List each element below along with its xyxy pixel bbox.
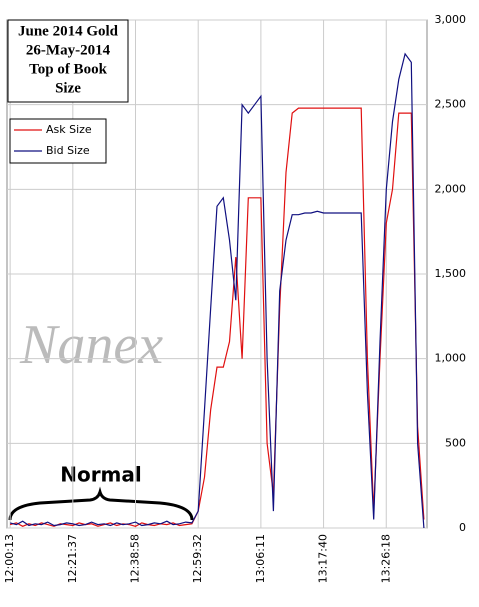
y-tick-label: 3,000 — [435, 13, 467, 26]
x-tick-label: 12:38:58 — [129, 534, 142, 583]
legend-label: Bid Size — [46, 144, 90, 157]
y-tick-label: 0 — [459, 521, 466, 534]
y-tick-label: 500 — [445, 436, 466, 449]
legend-box — [9, 118, 107, 164]
chart-title: 26-May-2014 — [26, 42, 111, 58]
y-tick-label: 1,500 — [435, 267, 467, 280]
x-tick-label: 13:06:11 — [254, 534, 267, 583]
brace — [8, 486, 194, 521]
legend-label: Ask Size — [46, 123, 92, 136]
chart-title: June 2014 Gold — [18, 23, 119, 39]
x-tick-label: 12:59:32 — [191, 534, 204, 583]
x-tick-label: 13:26:18 — [379, 534, 392, 583]
y-tick-label: 2,000 — [435, 182, 467, 195]
series-line — [9, 107, 425, 527]
chart-title: Size — [55, 80, 81, 96]
y-tick-label: 2,500 — [435, 98, 467, 111]
chart-title: Top of Book — [29, 61, 107, 77]
annotation: Normal — [60, 463, 142, 487]
series-line — [9, 52, 425, 529]
watermark: Nanex — [19, 314, 163, 376]
y-tick-label: 1,000 — [435, 352, 467, 365]
x-tick-label: 13:17:40 — [317, 534, 330, 583]
title-box — [7, 19, 129, 103]
x-tick-label: 12:00:13 — [3, 534, 16, 583]
x-tick-label: 12:21:37 — [66, 534, 79, 583]
